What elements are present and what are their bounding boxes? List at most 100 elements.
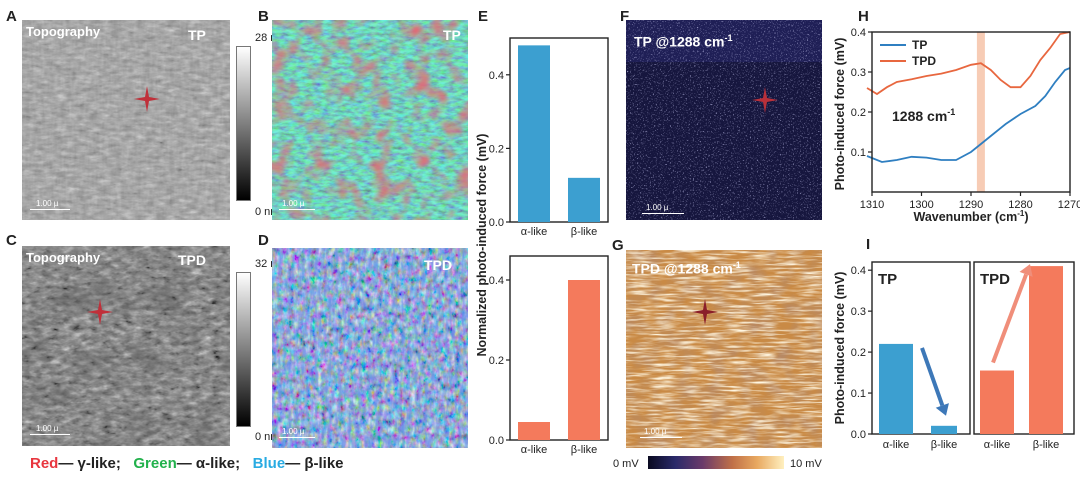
chart-h-ylabel: Photo-induced force (mV)	[833, 38, 847, 191]
y-tick-label: 0.3	[851, 306, 866, 318]
legend-blue-label: — β-like	[285, 455, 344, 472]
chart-h-xlabel-main: Wavenumber (cm	[913, 210, 1017, 224]
force-colorbar-max: 10 mV	[790, 458, 822, 470]
scale-bar	[642, 213, 684, 214]
bar-cat-label: β-like	[571, 226, 598, 238]
panel-g-title-text: TPD @1288 cm	[632, 260, 733, 277]
chart-i-yaxis: 0.0 0.1 0.2 0.3 0.4	[851, 265, 872, 441]
force-colorbar	[648, 456, 784, 469]
star-marker	[692, 299, 718, 330]
height-colorbar-a	[236, 46, 251, 201]
panel-label-b: B	[258, 8, 269, 25]
chart-i-ylabel: Photo-induced force (mV)	[833, 272, 847, 425]
panel-g-title: TPD @1288 cm-1	[632, 260, 741, 277]
y-tick-label: 0.4	[851, 27, 866, 39]
panel-b-tag: TP	[443, 27, 461, 43]
y-tick-label: 0.2	[851, 347, 866, 359]
chart-e-top-frame	[509, 37, 609, 223]
panel-label-h: H	[858, 8, 869, 25]
chart-i-group-tp: TP	[878, 271, 897, 288]
scale-bar	[30, 209, 70, 210]
orientation-map-tpd	[272, 248, 468, 448]
panel-label-c: C	[6, 232, 17, 249]
pifm-map-tp	[626, 20, 822, 220]
highlight-band	[976, 32, 985, 192]
pifm-map-tpd	[626, 250, 822, 448]
chart-e-bottom-yaxis: 0.0 0.2 0.4	[489, 275, 510, 447]
chart-h-xlabel: Wavenumber (cm-1)	[913, 209, 1028, 224]
bar-beta	[568, 280, 600, 440]
panel-a-tag: TP	[188, 27, 206, 43]
chart-h-xlabel-end: )	[1024, 210, 1028, 224]
chart-i-frame-tp	[871, 261, 971, 435]
chart-e-top-bars	[518, 45, 600, 222]
y-tick-label: 0.0	[851, 429, 866, 441]
legend-label-tp: TP	[912, 38, 927, 52]
scale-bar	[279, 437, 315, 438]
legend-red-label: — γ-like;	[58, 455, 121, 472]
force-colorbar-min: 0 mV	[613, 458, 639, 470]
x-tick-label: 1290	[959, 199, 983, 211]
panel-label-d: D	[258, 232, 269, 249]
panel-a-title: Topography	[26, 24, 101, 39]
panel-f-title-sup: -1	[724, 33, 733, 43]
chart-h: 0.1 0.2 0.3 0.4 1310 1300 1290 1280 1270 Photo-…	[833, 27, 1080, 224]
y-tick-label: 0.3	[851, 67, 866, 79]
panel-d-tag: TPD	[424, 257, 452, 273]
chart-h-lines	[866, 31, 1071, 163]
bar-cat-label: α-like	[984, 439, 1011, 451]
chart-e-ylabel: Normalized photo-induced force (mV)	[475, 134, 489, 357]
star-marker	[134, 86, 160, 117]
highlight-band-1288	[976, 32, 985, 192]
panel-label-e: E	[478, 8, 489, 25]
color-legend: Red— γ-like; Green— α-like; Blue— β-like	[30, 455, 344, 472]
chart-i-group-tpd: TPD	[980, 271, 1010, 288]
panel-c-tag: TPD	[178, 252, 206, 268]
series-line-tpd	[866, 31, 1071, 96]
chart-i-frame-tpd	[973, 261, 1075, 435]
chart-h-xlabel-sup: -1	[1017, 209, 1025, 218]
y-tick-label: 0.1	[851, 147, 866, 159]
orientation-map-tp	[272, 20, 468, 220]
y-tick-label: 0.2	[851, 107, 866, 119]
y-tick-label: 0.4	[489, 70, 504, 82]
y-tick-label: 0.4	[489, 275, 504, 287]
legend-green-label: — α-like;	[176, 455, 241, 472]
chart-h-annotation: 1288 cm-1	[892, 107, 955, 124]
chart-i: Photo-induced force (mV) 0.0 0.1 0.2 0.3 0.4…	[833, 261, 1075, 451]
bar-tp-alpha	[879, 343, 913, 434]
chart-e-bottom-bars	[518, 280, 600, 440]
scale-bar-label: 1.00 µ	[282, 199, 305, 208]
bar-cat-label: α-like	[521, 226, 548, 238]
series-line-tp	[866, 67, 1071, 163]
panel-label-i: I	[866, 236, 871, 253]
legend-blue-word: Blue	[252, 455, 286, 472]
panel-label-a: A	[6, 8, 17, 25]
bar-alpha	[518, 45, 550, 222]
bar-cat-label: β-like	[931, 439, 958, 451]
x-tick-label: 1310	[860, 199, 884, 211]
panel-label-f: F	[620, 8, 630, 25]
scale-bar-label: 1.00 µ	[282, 427, 305, 436]
scale-bar	[30, 434, 70, 435]
bar-tpd-beta	[1029, 266, 1063, 434]
height-colorbar-c	[236, 272, 251, 427]
bar-tp-beta	[931, 425, 957, 434]
bar-cat-label: α-like	[883, 439, 910, 451]
trend-arrow-head	[1019, 264, 1033, 277]
bar-cat-label: β-like	[571, 444, 598, 456]
x-tick-label: 1270	[1058, 199, 1080, 211]
chart-e-top-yaxis: 0.0 0.2 0.4	[489, 70, 510, 229]
topography-image-tpd	[22, 246, 230, 446]
y-tick-label: 0.0	[489, 435, 504, 447]
chart-h-annotation-main: 1288 cm	[892, 108, 947, 124]
bar-alpha	[518, 422, 550, 440]
bar-tpd-alpha	[980, 370, 1014, 434]
chart-e-bottom-frame	[509, 255, 609, 441]
y-tick-label: 0.0	[489, 217, 504, 229]
panel-g-title-sup: -1	[732, 260, 741, 270]
panel-label-g: G	[612, 237, 624, 254]
chart-h-yaxis: 0.1 0.2 0.3 0.4	[851, 27, 872, 159]
bar-cat-label: β-like	[1033, 439, 1060, 451]
chart-e: Normalized photo-induced force (mV) 0.00…	[475, 37, 609, 456]
